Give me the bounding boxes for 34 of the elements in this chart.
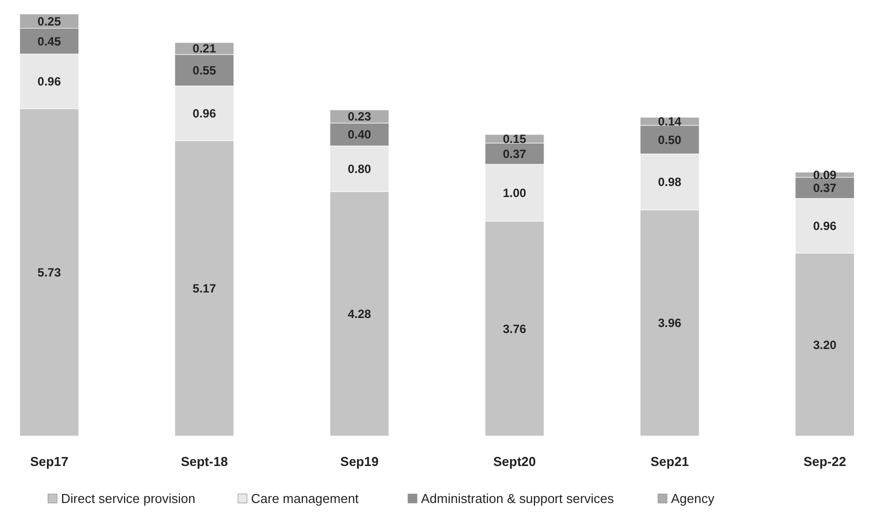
data-label: 0.21 (192, 42, 216, 56)
legend-label: Direct service provision (61, 491, 196, 506)
data-label: 0.80 (348, 162, 372, 176)
data-label: 0.55 (192, 63, 216, 78)
legend-label: Care management (251, 491, 360, 506)
data-label: 0.37 (502, 146, 527, 161)
data-label: 4.28 (348, 306, 372, 321)
x-tick-label: Sep-22 (803, 454, 846, 469)
legend-label: Administration & support services (421, 491, 614, 506)
x-tick-label: Sep21 (650, 454, 689, 469)
data-label: 5.17 (192, 282, 216, 296)
legend-label: Agency (671, 491, 715, 506)
data-label: 0.45 (38, 34, 62, 48)
data-label: 0.15 (502, 132, 527, 146)
x-tick-label: Sep19 (340, 454, 379, 469)
data-label: 0.25 (38, 14, 62, 28)
data-label: 0.23 (348, 110, 372, 124)
data-label: 3.96 (658, 316, 682, 330)
data-label: 0.96 (192, 106, 216, 121)
x-tick-label: Sept-18 (180, 454, 228, 469)
data-label: 0.37 (813, 181, 837, 196)
data-label: 1.00 (502, 186, 527, 200)
data-label: 5.73 (38, 266, 62, 280)
x-tick-label: Sept20 (493, 454, 536, 469)
x-tick-label: Sep17 (30, 454, 68, 469)
data-label: 0.14 (658, 114, 682, 129)
data-label: 0.96 (38, 74, 62, 89)
data-label: 3.76 (502, 322, 527, 336)
data-label: 0.96 (813, 219, 837, 234)
data-label: 0.98 (658, 175, 682, 190)
data-label: 3.20 (813, 338, 837, 352)
data-label: 0.40 (348, 128, 372, 142)
data-label: 0.09 (813, 168, 837, 182)
data-label: 0.50 (658, 132, 682, 147)
